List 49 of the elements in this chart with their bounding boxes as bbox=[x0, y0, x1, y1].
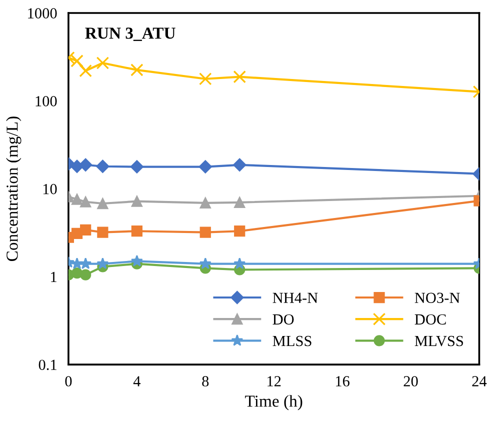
point bbox=[80, 196, 92, 208]
x-axis-title: Time (h) bbox=[245, 395, 302, 410]
point bbox=[200, 226, 211, 238]
point bbox=[199, 258, 212, 270]
point bbox=[96, 258, 109, 270]
point bbox=[131, 226, 142, 237]
point bbox=[80, 258, 92, 270]
point bbox=[71, 194, 83, 205]
y-tick-label: 100 bbox=[36, 96, 57, 106]
y-tick-label: 0.1 bbox=[38, 360, 56, 370]
point bbox=[79, 64, 92, 78]
legend-label: DOC bbox=[414, 314, 446, 325]
point bbox=[130, 64, 144, 76]
x-tick-label: 8 bbox=[202, 376, 209, 386]
point bbox=[234, 196, 246, 208]
legend-label: DO bbox=[272, 314, 294, 325]
x-tick-label: 20 bbox=[404, 376, 418, 386]
point bbox=[198, 160, 212, 174]
legend-label: MLVSS bbox=[414, 336, 463, 346]
point bbox=[130, 254, 143, 266]
y-axis-title: Concentration (mg/L) bbox=[6, 116, 22, 261]
x-tick-label: 24 bbox=[472, 376, 487, 386]
x-tick-label: 12 bbox=[268, 376, 281, 386]
x-tick-label: 0 bbox=[65, 376, 72, 386]
point bbox=[97, 226, 108, 238]
point bbox=[233, 70, 246, 84]
y-tick-label: 1000 bbox=[28, 8, 57, 18]
point bbox=[130, 160, 144, 174]
y-tick-label: 10 bbox=[43, 184, 57, 194]
text: RUN 3_ATU bbox=[85, 28, 176, 41]
point bbox=[200, 197, 211, 209]
point bbox=[234, 226, 246, 237]
point bbox=[131, 196, 142, 207]
y-tick-label: 1 bbox=[51, 272, 56, 282]
point bbox=[70, 54, 84, 68]
point bbox=[97, 198, 108, 210]
x-tick-label: 4 bbox=[133, 376, 140, 386]
point bbox=[233, 158, 246, 172]
legend-label: MLSS bbox=[272, 336, 312, 346]
legend-label: NH4-N bbox=[272, 292, 318, 303]
point bbox=[96, 56, 110, 70]
legend-label: NO3-N bbox=[414, 292, 460, 304]
point bbox=[80, 224, 92, 236]
point bbox=[234, 258, 246, 270]
point bbox=[96, 160, 110, 173]
x-tick-label: 16 bbox=[336, 376, 350, 386]
point bbox=[80, 269, 92, 280]
point bbox=[198, 72, 212, 86]
point bbox=[78, 158, 92, 172]
